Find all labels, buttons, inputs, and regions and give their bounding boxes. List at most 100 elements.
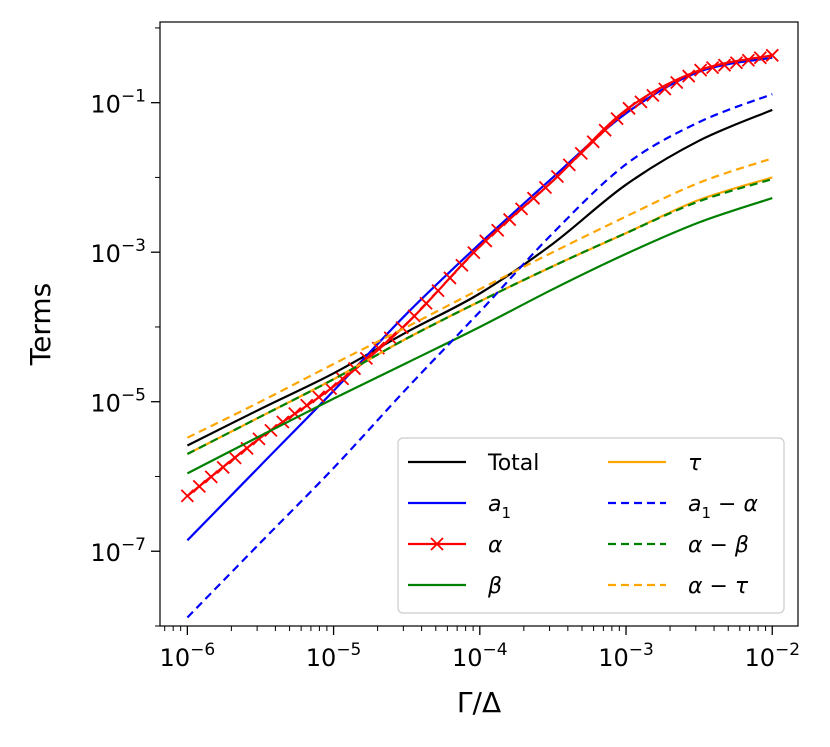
marker-alpha [586, 135, 600, 149]
tick-mantissa: 10 [452, 644, 483, 672]
marker-alpha [323, 381, 338, 396]
legend-entry-a1: a1 [408, 492, 511, 522]
legend-marker [430, 537, 444, 551]
y-axis-label: Terms [24, 283, 57, 366]
marker-alpha [192, 479, 206, 494]
legend-label-main: α − τ [688, 574, 749, 599]
legend-label: a1 [488, 492, 511, 522]
marker-alpha [503, 212, 517, 227]
legend-label-sub: 1 [501, 504, 511, 522]
marker-alpha [431, 283, 445, 298]
marker-alpha [443, 271, 457, 285]
series-line-Total [186, 108, 773, 447]
marker-alpha [407, 309, 421, 323]
legend-entry-alpha-tau: α − τ [608, 574, 749, 599]
marker-alpha [335, 372, 350, 386]
x-axis-label: Γ/Δ [457, 686, 501, 719]
marker-alpha [180, 489, 194, 503]
legend-entry-alpha-beta: α − β [608, 533, 749, 558]
legend-label: Total [487, 451, 539, 476]
marker-alpha [562, 158, 576, 172]
legend-label-sub: 1 [701, 504, 711, 522]
legend-label-main: α [488, 533, 503, 558]
y-tick-label: 10−7 [90, 535, 146, 567]
marker-alpha [670, 75, 684, 90]
marker-alpha [741, 53, 756, 67]
marker-alpha [598, 123, 612, 137]
tick-exponent: −3 [629, 640, 654, 660]
marker-alpha [705, 61, 720, 75]
x-tick-label: 10−6 [160, 640, 216, 672]
marker-alpha [574, 146, 588, 160]
legend-label-main: Total [487, 451, 539, 476]
legend-label-main: a [688, 492, 701, 517]
series-line-alpha-beta [186, 178, 773, 455]
legend-label-main: α − β [688, 533, 749, 558]
x-tick-label: 10−2 [744, 640, 800, 672]
marker-alpha [383, 331, 397, 345]
tick-mantissa: 10 [90, 240, 121, 268]
legend-label: a1 − α [688, 492, 758, 522]
marker-alpha [610, 111, 624, 126]
tick-mantissa: 10 [90, 91, 121, 119]
marker-alpha [622, 101, 636, 115]
y-tick-label: 10−3 [90, 236, 146, 268]
x-tick-label: 10−5 [306, 640, 362, 672]
series-line-alpha [186, 54, 773, 497]
tick-mantissa: 10 [90, 539, 121, 567]
series-tau [186, 176, 773, 455]
legend-label: α − β [688, 533, 749, 558]
legend-label-main: τ [688, 451, 702, 476]
tick-exponent: −3 [121, 236, 146, 256]
x-tick-label: 10−4 [452, 640, 508, 672]
marker-alpha [526, 191, 541, 205]
marker-alpha [765, 48, 779, 62]
legend-label-suffix: − α [711, 492, 758, 517]
x-tick-label: 10−3 [598, 640, 654, 672]
marker-alpha [216, 460, 230, 475]
marker-alpha [753, 51, 767, 65]
marker-alpha [419, 296, 433, 310]
series-beta [186, 197, 773, 475]
marker-alpha [228, 451, 242, 465]
legend-label-main: a [488, 492, 501, 517]
marker-alpha [204, 470, 218, 484]
marker-alpha [514, 202, 529, 216]
marker-alpha [693, 63, 708, 77]
marker-alpha [729, 56, 744, 70]
series-alpha-tau [186, 157, 773, 439]
marker-alpha [491, 223, 505, 237]
tick-mantissa: 10 [90, 390, 121, 418]
tick-mantissa: 10 [306, 644, 337, 672]
marker-alpha [646, 88, 660, 103]
marker-alpha [455, 258, 469, 272]
tick-exponent: −6 [190, 640, 215, 660]
tick-exponent: −4 [483, 640, 508, 660]
tick-exponent: −5 [336, 640, 361, 660]
marker-alpha [288, 407, 302, 421]
tick-mantissa: 10 [160, 644, 191, 672]
series-layer [180, 48, 779, 619]
series-a1-alpha [186, 93, 773, 619]
marker-alpha [658, 82, 672, 96]
series-Total [186, 108, 773, 447]
legend-entry-Total: Total [408, 451, 539, 476]
tick-mantissa: 10 [598, 644, 629, 672]
marker-alpha [479, 234, 493, 248]
series-alpha-beta [186, 178, 773, 455]
series-line-alpha-tau [186, 157, 773, 439]
series-line-tau [186, 176, 773, 455]
tick-exponent: −2 [775, 640, 800, 660]
legend-label: τ [688, 451, 702, 476]
marker-alpha [634, 95, 648, 109]
series-alpha [180, 48, 779, 503]
tick-exponent: −1 [121, 87, 146, 107]
legend-entry-a1-alpha: a1 − α [608, 492, 758, 522]
series-line-beta [186, 197, 773, 475]
marker-alpha [467, 245, 481, 260]
y-tick-label: 10−5 [90, 386, 146, 418]
legend-label: α [488, 533, 503, 558]
legend-entry-tau: τ [608, 451, 702, 476]
